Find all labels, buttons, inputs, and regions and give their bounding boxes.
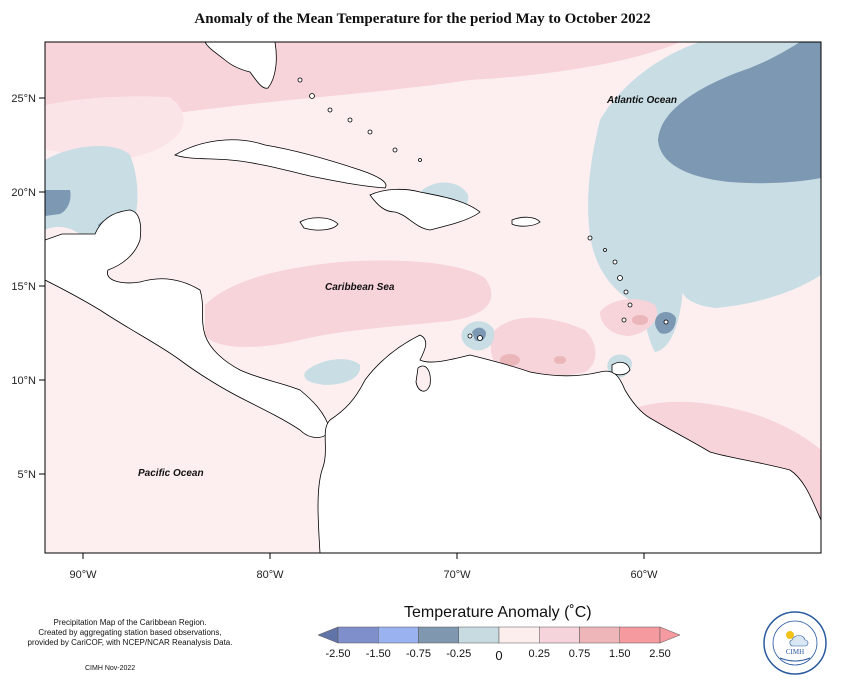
- legend-swatch-1: [337, 626, 379, 644]
- anomaly-zone-yucatan-cold: [45, 190, 71, 216]
- land-bahamas-3: [327, 107, 333, 113]
- map-notes: Precipitation Map of the Caribbean Regio…: [10, 618, 250, 648]
- map-title: Anomaly of the Mean Temperature for the …: [194, 11, 651, 27]
- land-hispaniola: [369, 188, 481, 231]
- land-aruba: [467, 333, 473, 339]
- anomaly-spot-warm-2: [500, 354, 520, 366]
- legend-swatch-8: [619, 626, 661, 644]
- land-bahamas-5: [367, 129, 373, 135]
- legend-swatch-3: [418, 626, 459, 644]
- anomaly-zone-caribbean-warm: [205, 260, 492, 347]
- legend-swatch-max: [659, 626, 681, 644]
- land-island-barbados: [663, 319, 669, 325]
- land-bahamas-4: [347, 117, 353, 123]
- land-central-america: [45, 209, 331, 438]
- anomaly-zone-atlantic-cold: [658, 42, 821, 184]
- land-south-america: [317, 334, 821, 553]
- legend-tick-label: 2.50: [649, 648, 671, 660]
- land-bahamas-6: [392, 147, 398, 153]
- lon-label-60: 60°W: [630, 569, 658, 581]
- land-island-6: [587, 235, 593, 241]
- land-island-4: [627, 302, 633, 308]
- note-line-3: provided by CariCOF, with NCEP/NCAR Rean…: [27, 638, 233, 647]
- anomaly-zone-panama-cool: [304, 359, 361, 385]
- legend-tick-label: 0: [495, 648, 503, 663]
- anomaly-zone-gulf: [45, 96, 184, 161]
- legend-swatch-6: [539, 626, 580, 644]
- cloud-icon: [789, 635, 809, 647]
- land-island-5: [621, 317, 627, 323]
- lat-label-25: 25°N: [11, 93, 36, 105]
- land-island-1: [612, 259, 618, 265]
- label-atlantic-ocean: Atlantic Ocean: [606, 95, 677, 106]
- lat-label-10: 10°N: [11, 375, 36, 387]
- anomaly-zone-north-warm: [45, 42, 680, 119]
- legend-title: Temperature Anomaly (˚C): [404, 604, 592, 621]
- label-pacific-ocean: Pacific Ocean: [138, 468, 204, 479]
- legend-tick-label: -0.75: [405, 648, 432, 660]
- legend-tick-label: -1.50: [365, 648, 391, 660]
- credit-text: CIMH Nov-2022: [85, 665, 136, 672]
- anomaly-spot-warm-3: [554, 356, 566, 364]
- legend-tick-label: -2.50: [325, 648, 351, 660]
- lon-label-80: 80°W: [256, 569, 284, 581]
- legend-swatch-5: [498, 626, 540, 644]
- note-line-2: Created by aggregating station based obs…: [38, 628, 222, 637]
- land-trinidad: [611, 361, 631, 376]
- latitude-axis: 25°N 20°N 15°N 10°N 5°N: [11, 93, 45, 481]
- legend-swatch-7: [579, 626, 620, 644]
- land-cuba: [174, 139, 387, 189]
- land-jamaica: [299, 217, 339, 231]
- land-island-3: [623, 289, 629, 295]
- legend-tick-label: 1.50: [609, 648, 631, 660]
- sun-icon: [786, 631, 794, 639]
- lat-label-20: 20°N: [11, 187, 36, 199]
- land-island-2: [617, 275, 623, 281]
- land-florida: [204, 42, 277, 89]
- lon-label-90: 90°W: [69, 569, 97, 581]
- longitude-axis: 90°W 80°W 70°W 60°W: [69, 553, 658, 581]
- label-caribbean-sea: Caribbean Sea: [325, 282, 395, 293]
- legend-tick-label: -0.25: [446, 648, 472, 660]
- anomaly-spot-warm-1: [632, 315, 648, 325]
- land-bahamas-2: [309, 93, 315, 99]
- land-bahamas-1: [297, 77, 303, 83]
- map-frame: [44, 41, 822, 554]
- anomaly-zone-antilles-warm: [600, 299, 658, 336]
- land-island-7: [603, 248, 607, 252]
- legend-swatch-4: [458, 626, 500, 644]
- legend-tick-label: 0.75: [568, 648, 591, 660]
- land-bahamas-7: [418, 158, 422, 162]
- cimh-logo-icon: CIMH: [763, 611, 827, 675]
- note-line-1: Precipitation Map of the Caribbean Regio…: [53, 618, 207, 627]
- legend-colorbar: [317, 626, 681, 644]
- land-maracaibo-lake: [415, 365, 431, 392]
- legend-tick-label: 0.25: [528, 648, 550, 660]
- land-masses: [45, 42, 821, 553]
- legend-swatch-2: [378, 626, 419, 644]
- lat-label-5: 5°N: [18, 469, 37, 481]
- lat-label-15: 15°N: [11, 281, 36, 293]
- logo-text: CIMH: [786, 648, 804, 656]
- land-curacao: [477, 335, 483, 341]
- land-puerto-rico: [511, 216, 541, 227]
- lon-label-70: 70°W: [443, 569, 471, 581]
- legend-swatch-min: [317, 626, 339, 644]
